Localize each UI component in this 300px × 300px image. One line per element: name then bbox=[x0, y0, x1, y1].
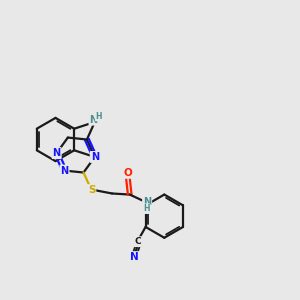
Text: H: H bbox=[96, 112, 102, 121]
Text: N: N bbox=[52, 148, 61, 158]
Text: N: N bbox=[89, 115, 98, 124]
Text: N: N bbox=[60, 166, 68, 176]
Text: C: C bbox=[135, 237, 141, 246]
Text: H: H bbox=[143, 204, 150, 213]
Text: N: N bbox=[130, 252, 139, 262]
Text: O: O bbox=[123, 168, 132, 178]
Text: S: S bbox=[88, 185, 95, 195]
Text: N: N bbox=[143, 197, 151, 207]
Text: N: N bbox=[91, 152, 99, 162]
